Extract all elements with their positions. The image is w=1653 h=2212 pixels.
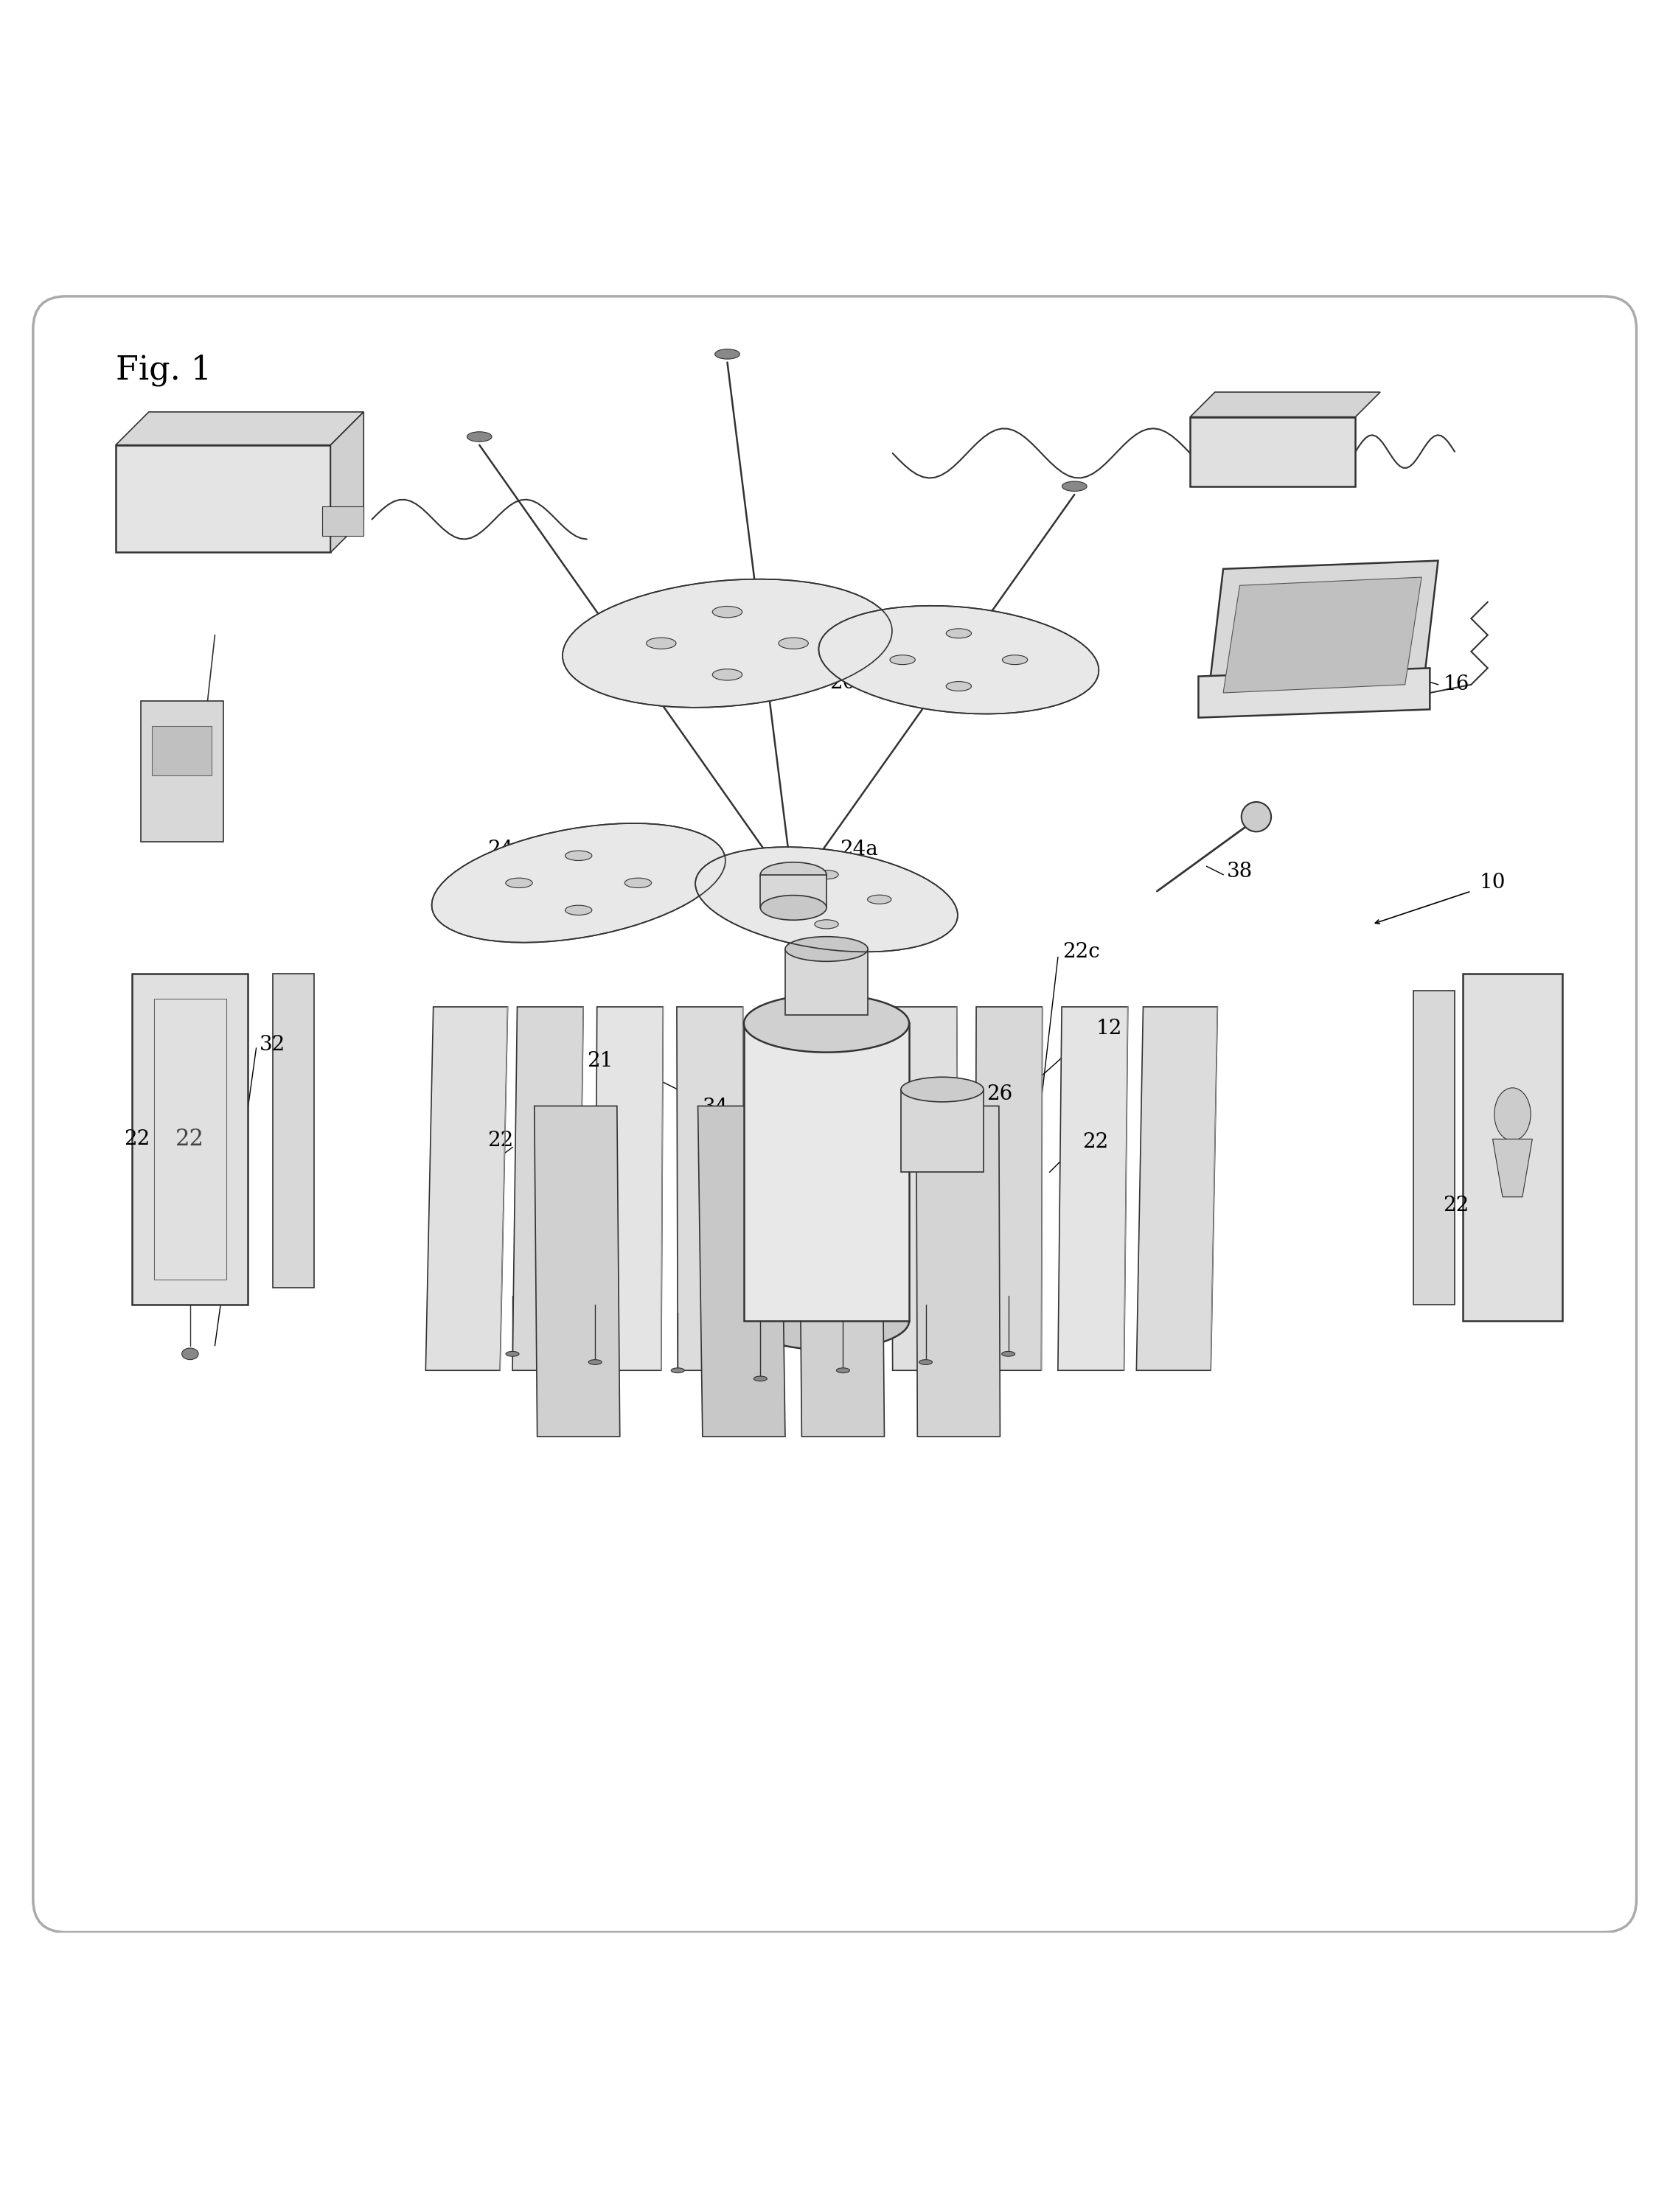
Ellipse shape [889, 655, 916, 664]
Polygon shape [426, 1006, 507, 1371]
Ellipse shape [625, 878, 651, 887]
Ellipse shape [1061, 482, 1088, 491]
Polygon shape [975, 1006, 1043, 1371]
Ellipse shape [588, 1360, 602, 1365]
Ellipse shape [431, 823, 726, 942]
Polygon shape [1058, 1006, 1127, 1371]
Ellipse shape [760, 896, 826, 920]
Bar [132, 973, 248, 1305]
Bar [273, 973, 314, 1287]
Polygon shape [1493, 1139, 1532, 1197]
Text: 18: 18 [119, 504, 145, 524]
Text: Fig. 1: Fig. 1 [116, 354, 212, 387]
Text: 22: 22 [1443, 1194, 1470, 1214]
Ellipse shape [836, 1367, 850, 1374]
Polygon shape [891, 1006, 959, 1371]
Bar [901, 1091, 984, 1172]
Ellipse shape [785, 936, 868, 962]
Text: 22: 22 [175, 1128, 205, 1150]
Ellipse shape [714, 349, 741, 358]
Text: 22: 22 [488, 1130, 514, 1150]
Text: 22: 22 [1083, 1133, 1109, 1152]
Ellipse shape [468, 431, 493, 442]
Polygon shape [1207, 560, 1438, 710]
Text: 22c: 22c [1063, 942, 1101, 962]
Text: 24a: 24a [988, 626, 1027, 646]
Ellipse shape [182, 1347, 198, 1360]
Text: 26: 26 [987, 1084, 1013, 1104]
Ellipse shape [1494, 1088, 1531, 1141]
Bar [1190, 416, 1355, 487]
Polygon shape [1223, 577, 1422, 692]
Ellipse shape [712, 668, 742, 681]
Text: 16: 16 [1443, 675, 1470, 695]
Text: 38: 38 [1227, 860, 1253, 880]
Polygon shape [1137, 1006, 1218, 1371]
Ellipse shape [762, 896, 785, 905]
Bar [141, 701, 223, 841]
Polygon shape [116, 445, 331, 553]
Polygon shape [698, 1106, 785, 1436]
Ellipse shape [901, 1077, 984, 1102]
Bar [322, 507, 364, 535]
Bar [744, 1024, 909, 1321]
Polygon shape [1198, 668, 1430, 717]
Polygon shape [512, 1006, 584, 1371]
Ellipse shape [696, 847, 957, 951]
Ellipse shape [760, 863, 826, 887]
Polygon shape [331, 411, 364, 553]
Ellipse shape [565, 905, 592, 916]
Bar [785, 949, 868, 1015]
Text: 24a: 24a [840, 841, 878, 860]
Ellipse shape [506, 1352, 519, 1356]
Text: 10: 10 [1479, 874, 1506, 894]
Ellipse shape [815, 920, 838, 929]
Ellipse shape [562, 580, 893, 708]
Ellipse shape [919, 1360, 932, 1365]
Ellipse shape [646, 637, 676, 648]
Ellipse shape [946, 628, 972, 637]
Ellipse shape [565, 852, 592, 860]
Ellipse shape [712, 606, 742, 617]
Polygon shape [595, 1006, 663, 1371]
Bar [154, 998, 226, 1279]
Ellipse shape [506, 878, 532, 887]
Ellipse shape [946, 681, 972, 690]
Polygon shape [916, 1106, 1000, 1436]
Text: 34: 34 [703, 1097, 729, 1117]
Ellipse shape [754, 1376, 767, 1380]
Ellipse shape [779, 637, 808, 648]
Bar [760, 874, 826, 907]
Text: 12: 12 [1096, 1018, 1122, 1037]
Ellipse shape [744, 1292, 909, 1349]
Ellipse shape [868, 896, 891, 905]
Ellipse shape [815, 869, 838, 878]
Text: 21: 21 [587, 1051, 613, 1071]
Polygon shape [1190, 392, 1380, 416]
Text: 24: 24 [752, 611, 779, 630]
Ellipse shape [818, 606, 1099, 714]
Ellipse shape [1002, 1352, 1015, 1356]
Text: 20: 20 [830, 672, 856, 692]
Polygon shape [534, 1106, 620, 1436]
Bar [1463, 973, 1562, 1321]
Ellipse shape [744, 995, 909, 1053]
FancyBboxPatch shape [33, 296, 1636, 1933]
Bar [152, 726, 212, 776]
Ellipse shape [1241, 803, 1271, 832]
Polygon shape [676, 1006, 744, 1371]
Polygon shape [116, 411, 364, 445]
Ellipse shape [1002, 655, 1028, 664]
Bar [1413, 991, 1455, 1305]
Text: 32: 32 [260, 1035, 286, 1055]
Ellipse shape [671, 1367, 684, 1374]
Text: 22: 22 [124, 1128, 150, 1148]
Polygon shape [798, 1106, 884, 1436]
Text: 24: 24 [488, 841, 514, 860]
Text: 18a: 18a [1311, 429, 1349, 449]
